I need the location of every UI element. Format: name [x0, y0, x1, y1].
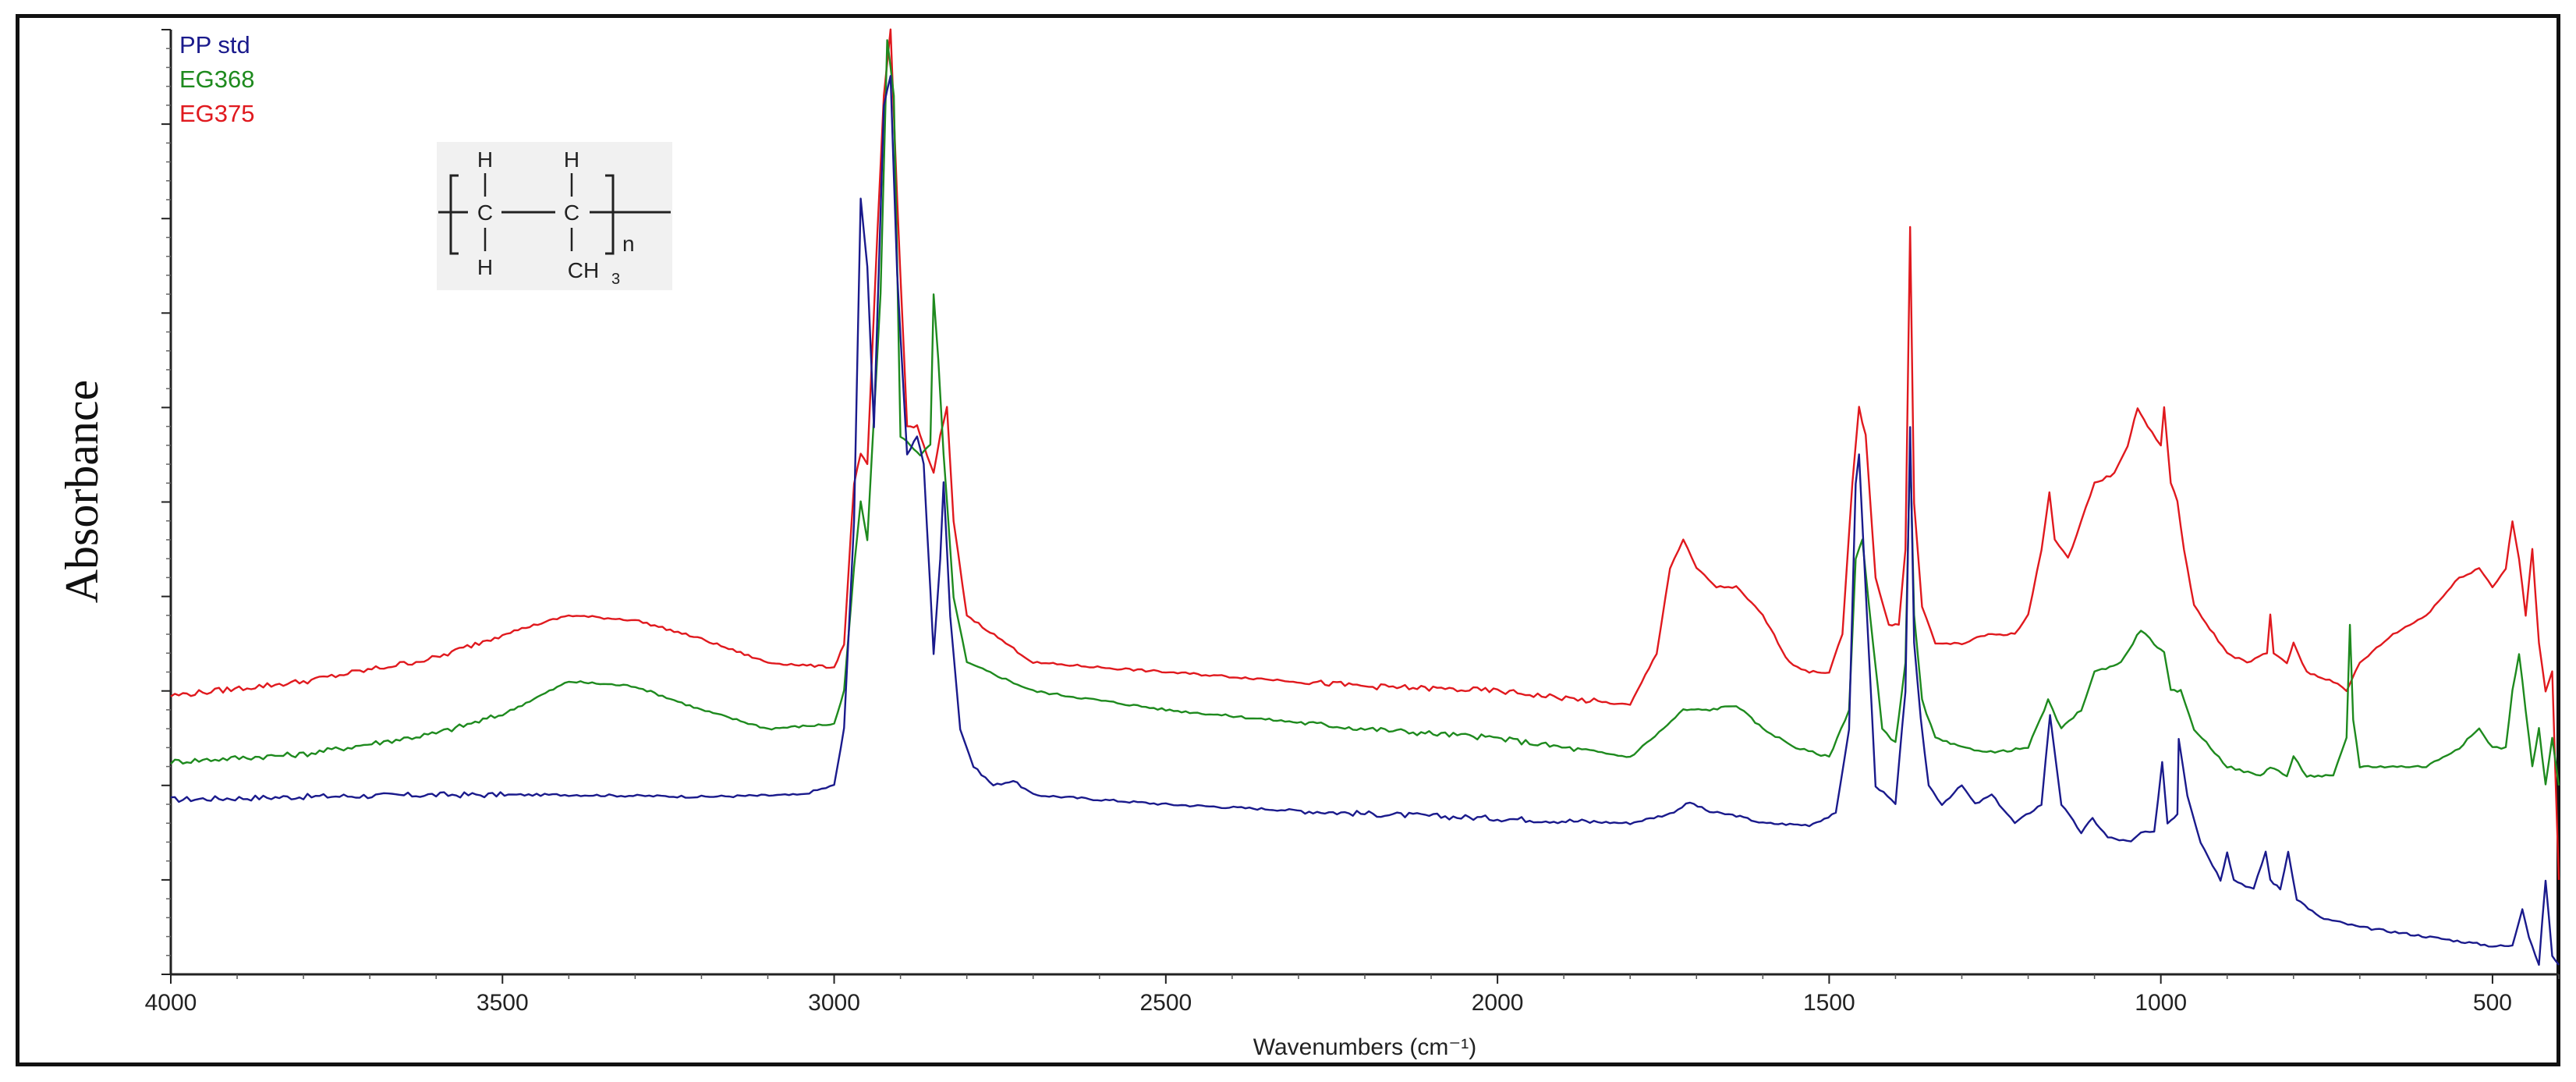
series-line-eg375 — [170, 28, 2560, 880]
structure-ch3-subscript: 3 — [611, 271, 620, 288]
structure-bracket-left — [449, 174, 459, 255]
x-tick-label: 3500 — [477, 990, 529, 1016]
legend-item-pp-std: PP std — [179, 31, 250, 59]
structure-c-1: C — [477, 200, 493, 225]
x-tick-label: 2500 — [1139, 990, 1192, 1016]
series-line-pp-std — [170, 75, 2560, 966]
polypropylene-structure-inset: H C H H C CH 3 n — [437, 142, 672, 290]
x-tick-label: 3000 — [808, 990, 860, 1016]
x-axis-title: Wavenumbers (cm⁻¹) — [1253, 1034, 1476, 1060]
x-tick-label: 4000 — [145, 990, 197, 1016]
structure-repeat-n: n — [622, 232, 635, 256]
y-axis-ticks — [161, 29, 171, 975]
structure-bracket-right — [605, 174, 615, 255]
structure-background — [437, 142, 672, 290]
series-line-eg368 — [170, 39, 2560, 786]
structure-h-top-1: H — [477, 147, 493, 172]
y-axis-title: Absorbance — [56, 380, 108, 604]
legend-item-eg375: EG375 — [179, 100, 255, 127]
legend: PP std EG368 EG375 — [179, 31, 255, 127]
x-tick-label: 500 — [2473, 990, 2512, 1016]
legend-item-eg368: EG368 — [179, 66, 255, 93]
structure-h-top-2: H — [564, 147, 579, 172]
structure-h-bottom-1: H — [477, 255, 493, 279]
x-tick-label: 1500 — [1803, 990, 1855, 1016]
x-tick-label: 1000 — [2135, 990, 2187, 1016]
series-layer — [170, 28, 2560, 966]
structure-ch3: CH — [568, 258, 599, 282]
x-axis-ticks: 4000 3500 3000 2500 2000 1500 1000 500 — [145, 974, 2560, 1016]
x-tick-label: 2000 — [1472, 990, 1524, 1016]
structure-c-2: C — [564, 200, 579, 225]
